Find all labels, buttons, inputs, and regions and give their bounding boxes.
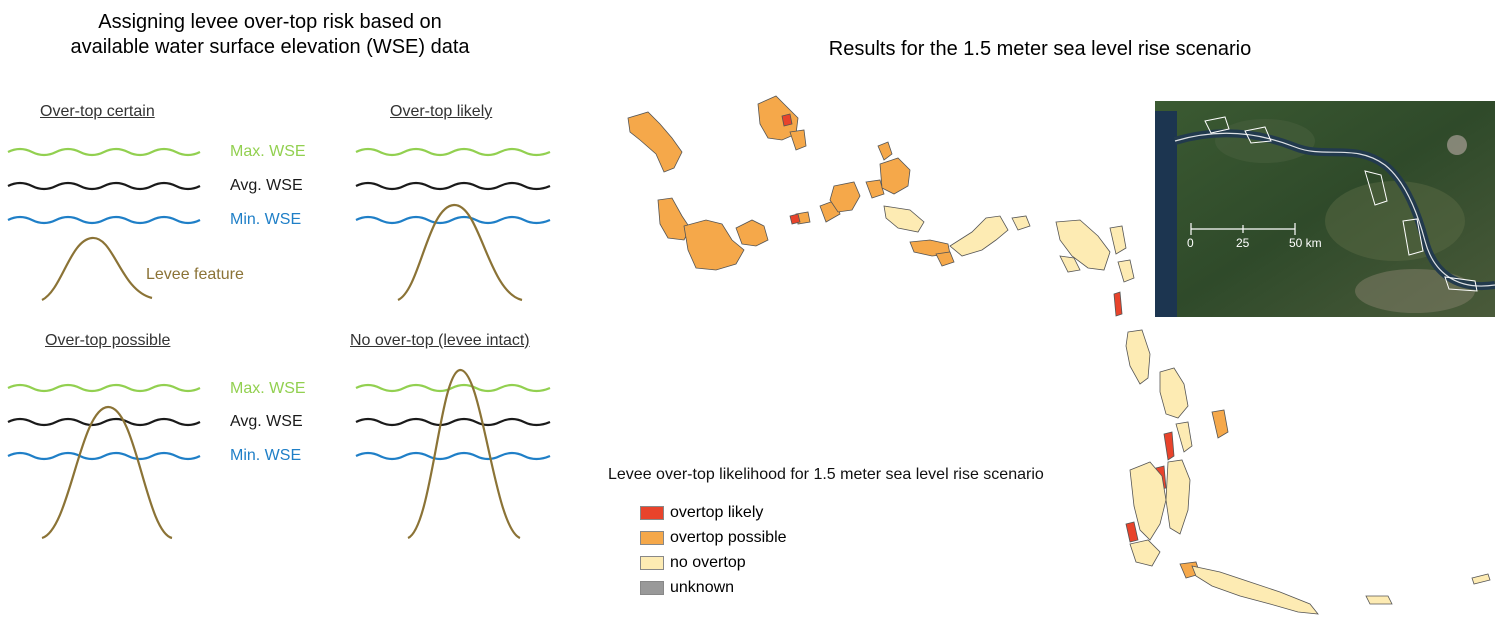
max-wse-line-certain [7, 147, 201, 157]
inset-map-svg: 0 25 50 km [1155, 101, 1495, 317]
levee-polygon [1211, 409, 1229, 439]
legend-label: unknown [670, 579, 735, 596]
levee-polygon [1113, 291, 1123, 317]
levee-curve-certain [41, 236, 153, 301]
max-wse-line-likely [355, 147, 551, 157]
scale-tick-0: 0 [1187, 236, 1194, 250]
left-title-line1: Assigning levee over-top risk based on [98, 11, 442, 33]
mountain-shape [1447, 135, 1467, 155]
levee-polygon [1129, 539, 1161, 567]
min-wse-line-possible [7, 451, 201, 461]
legend-label: overtop possible [670, 529, 787, 546]
min-wse-line-certain [7, 215, 201, 225]
right-panel-title: Results for the 1.5 meter sea level rise… [828, 38, 1252, 60]
levee-polygon [781, 113, 793, 127]
avg-wse-line-certain [7, 181, 201, 191]
ocean-shape [1155, 111, 1177, 317]
panel-heading-overtop-likely: Over-top likely [390, 103, 493, 120]
levee-polygon [1471, 573, 1491, 585]
levee-outline-inset [1174, 132, 1495, 287]
levee-polygon [1175, 421, 1193, 453]
panel-heading-overtop-possible: Over-top possible [45, 332, 171, 349]
levee-polygon [1129, 461, 1167, 541]
avg-wse-line-likely [355, 181, 551, 191]
legend-swatch [640, 581, 664, 595]
levee-polygon [1163, 431, 1175, 461]
inset-satellite-map: 0 25 50 km [1155, 101, 1495, 317]
avg-wse-line-intact [355, 417, 551, 427]
label-max-wse-bottom: Max. WSE [230, 380, 306, 397]
levee-polygon [1125, 329, 1151, 385]
panel-heading-no-overtop: No over-top (levee intact) [350, 332, 530, 349]
max-wse-line-intact [355, 383, 551, 393]
scale-tick-25: 25 [1236, 236, 1250, 250]
label-avg-wse-bottom: Avg. WSE [230, 413, 303, 430]
avg-wse-line-possible [7, 417, 201, 427]
levee-polygon [1059, 255, 1081, 273]
legend-label: overtop likely [670, 504, 764, 521]
levee-polygon [883, 205, 925, 233]
min-wse-line-intact [355, 451, 551, 461]
left-panel-title: Assigning levee over-top risk based on a… [20, 10, 520, 60]
legend-title: Levee over-top likelihood for 1.5 meter … [608, 466, 1044, 483]
left-title-line2: available water surface elevation (WSE) … [70, 36, 470, 58]
levee-polygon [1125, 521, 1139, 543]
legend-label: no overtop [670, 554, 746, 571]
levee-polygon [789, 129, 807, 151]
levee-curve-likely [397, 203, 523, 302]
min-wse-line-likely [355, 215, 551, 225]
legend-item-unknown: unknown [640, 579, 734, 597]
levee-polygon [879, 157, 911, 195]
legend-swatch [640, 531, 664, 545]
levee-polygon [829, 181, 861, 213]
levee-polygon [865, 179, 885, 199]
legend-item-overtop-likely: overtop likely [640, 504, 763, 522]
legend-item-no-overtop: no overtop [640, 554, 746, 572]
label-levee-feature: Levee feature [146, 266, 244, 283]
panel-heading-overtop-certain: Over-top certain [40, 103, 155, 120]
levee-polygon [877, 141, 893, 161]
levee-curve-intact [407, 368, 521, 540]
levee-polygon [1159, 367, 1189, 419]
levee-curve-possible [41, 405, 173, 540]
label-min-wse-bottom: Min. WSE [230, 447, 302, 464]
scale-tick-50: 50 km [1289, 236, 1322, 250]
levee-polygon [949, 215, 1009, 257]
label-max-wse-top: Max. WSE [230, 143, 306, 160]
levee-polygon [735, 219, 769, 247]
levee-polygon [1109, 225, 1127, 255]
levee-polygon [1191, 565, 1319, 615]
levee-polygon [627, 111, 683, 173]
levee-polygon [1011, 215, 1031, 231]
label-avg-wse-top: Avg. WSE [230, 177, 303, 194]
levee-polygon [789, 213, 801, 225]
scale-bar [1190, 223, 1296, 235]
legend-swatch [640, 506, 664, 520]
levee-polygon [1117, 259, 1135, 283]
legend-swatch [640, 556, 664, 570]
max-wse-line-possible [7, 383, 201, 393]
levee-polygon [935, 251, 955, 267]
wse-diagram-svg [7, 147, 551, 540]
label-min-wse-top: Min. WSE [230, 211, 302, 228]
levee-polygon [683, 219, 745, 271]
levee-polygon [1055, 219, 1111, 271]
legend-item-overtop-possible: overtop possible [640, 529, 787, 547]
levee-polygon [1165, 459, 1191, 535]
levee-polygon [1365, 595, 1393, 605]
